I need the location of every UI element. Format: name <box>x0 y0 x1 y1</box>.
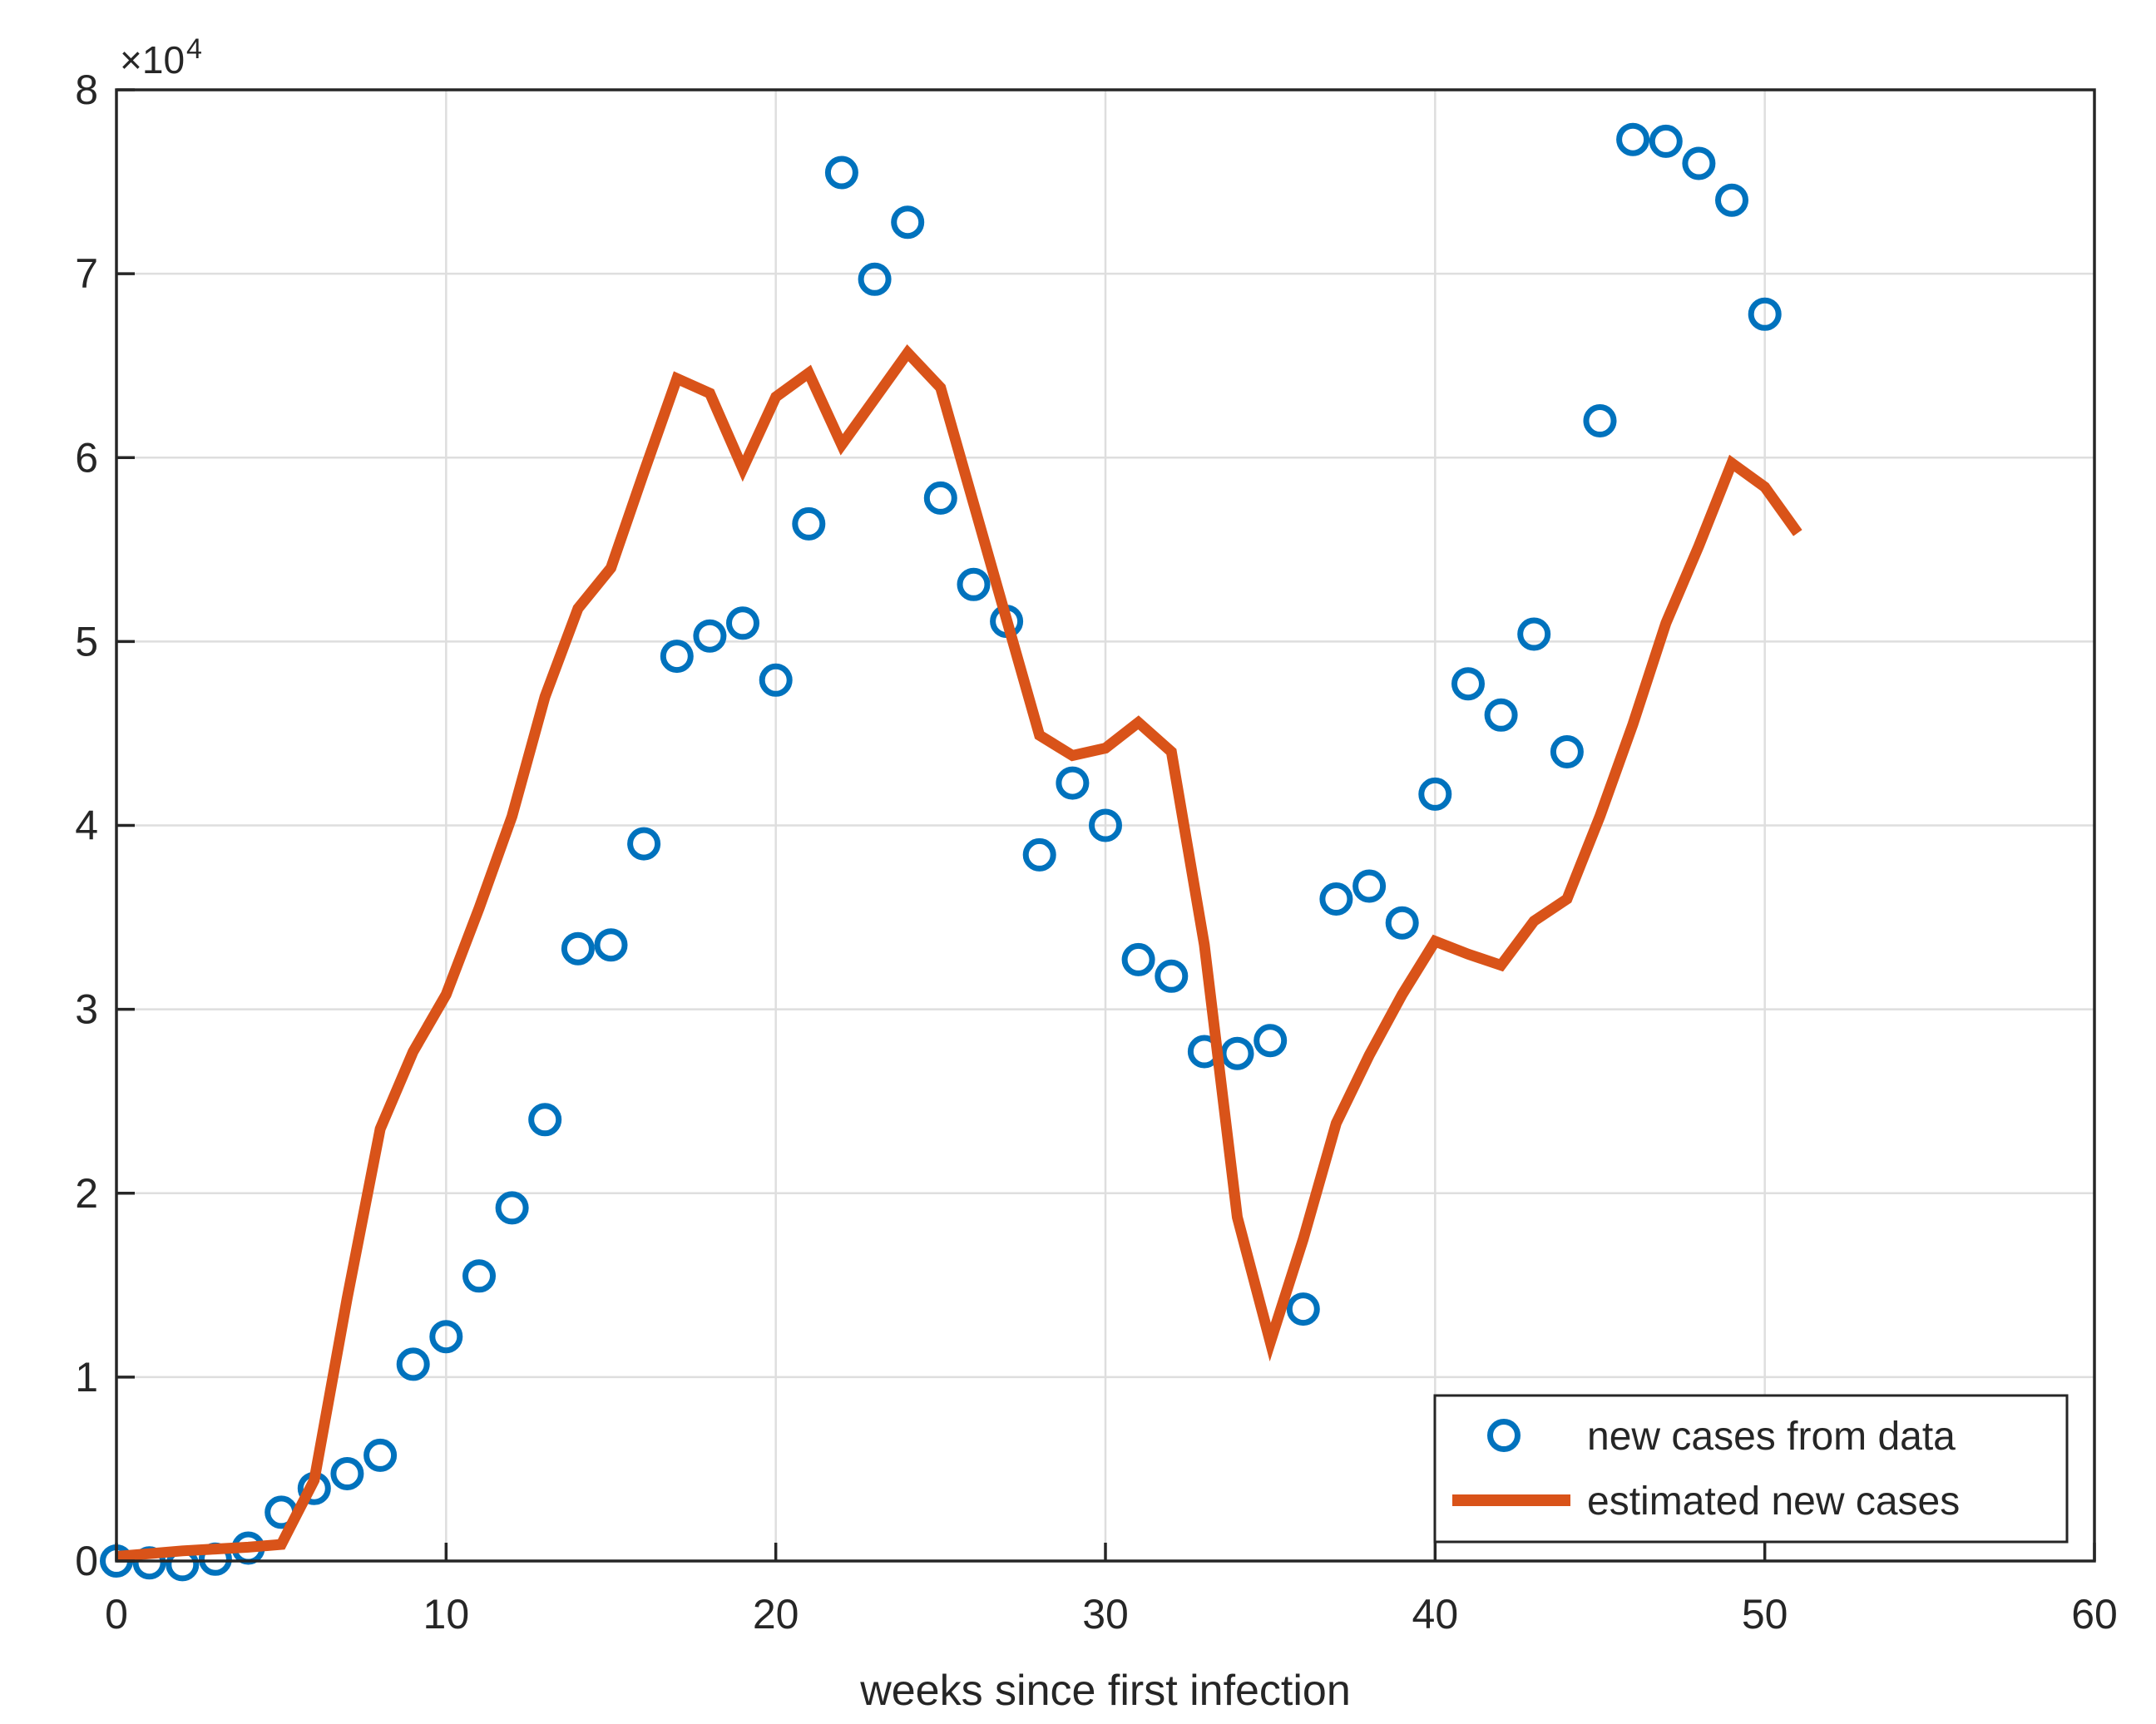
data-point <box>1682 146 1716 180</box>
grid-layer <box>116 90 2094 1561</box>
data-point <box>1352 869 1387 903</box>
y-axis-multiplier-exponent: 4 <box>186 33 202 65</box>
data-point <box>1319 882 1353 916</box>
legend: new cases from data estimated new cases <box>1433 1394 2069 1544</box>
data-point <box>1286 1292 1320 1326</box>
x-tick-label: 60 <box>2071 1591 2118 1638</box>
x-tick-label: 20 <box>753 1591 799 1638</box>
x-tick-label: 50 <box>1742 1591 1788 1638</box>
data-point <box>1121 942 1155 976</box>
tick-label-layer: 0 10 20 30 40 50 60 0 1 2 3 4 5 6 7 8 <box>75 67 2118 1638</box>
data-point <box>1385 906 1419 940</box>
estimated-line <box>116 343 1802 1562</box>
y-tick-label: 1 <box>75 1354 98 1400</box>
data-point <box>1451 667 1485 701</box>
legend-marker-circle-icon <box>1487 1419 1521 1452</box>
data-point <box>759 663 793 697</box>
data-point <box>1748 297 1782 331</box>
data-point <box>363 1438 398 1472</box>
data-point <box>396 1347 430 1381</box>
data-point <box>495 1191 529 1225</box>
series-layer <box>100 122 1802 1582</box>
data-point <box>858 262 892 296</box>
data-point <box>824 156 858 190</box>
data-point <box>1056 766 1090 800</box>
y-axis-multiplier-base: ×10 <box>120 38 185 82</box>
data-point <box>594 928 628 962</box>
data-point <box>957 567 991 601</box>
x-axis-label: weeks since first infection <box>859 1667 1351 1715</box>
data-point <box>1418 777 1452 811</box>
data-point <box>561 931 595 966</box>
data-point <box>1649 124 1683 158</box>
x-tick-label: 10 <box>423 1591 470 1638</box>
x-tick-label: 40 <box>1412 1591 1459 1638</box>
data-point <box>1715 183 1748 217</box>
data-point <box>1220 1036 1254 1070</box>
axis-layer <box>115 88 2096 1563</box>
data-point <box>693 619 727 653</box>
data-point <box>660 640 694 674</box>
x-tick-label: 0 <box>105 1591 128 1638</box>
data-point <box>528 1103 562 1137</box>
x-tick-label: 30 <box>1082 1591 1129 1638</box>
data-point <box>462 1259 496 1293</box>
y-tick-label: 7 <box>75 250 98 297</box>
data-point <box>1022 837 1056 872</box>
data-point <box>429 1320 463 1354</box>
y-tick-label: 5 <box>75 618 98 664</box>
y-tick-label: 2 <box>75 1170 98 1217</box>
data-point <box>627 827 661 861</box>
y-tick-label: 3 <box>75 986 98 1033</box>
data-point <box>1155 959 1189 993</box>
data-point <box>792 506 826 541</box>
data-point <box>1550 735 1584 768</box>
data-point <box>1583 404 1617 437</box>
data-point <box>330 1457 364 1490</box>
data-point <box>1484 698 1518 732</box>
legend-box <box>1433 1394 2069 1544</box>
y-tick-label: 0 <box>75 1538 98 1584</box>
y-tick-label: 6 <box>75 434 98 481</box>
data-point <box>1089 808 1122 842</box>
data-point <box>726 606 759 640</box>
data-point <box>923 481 957 515</box>
y-tick-label: 4 <box>75 803 98 849</box>
data-point <box>1616 122 1650 156</box>
y-axis-multiplier: ×104 <box>120 33 202 82</box>
data-point <box>1254 1024 1288 1058</box>
y-tick-label: 8 <box>75 67 98 113</box>
data-point <box>1517 617 1551 651</box>
legend-entry-estimate: estimated new cases <box>1587 1479 1960 1524</box>
data-point <box>891 205 925 240</box>
legend-entry-data: new cases from data <box>1587 1415 1956 1459</box>
